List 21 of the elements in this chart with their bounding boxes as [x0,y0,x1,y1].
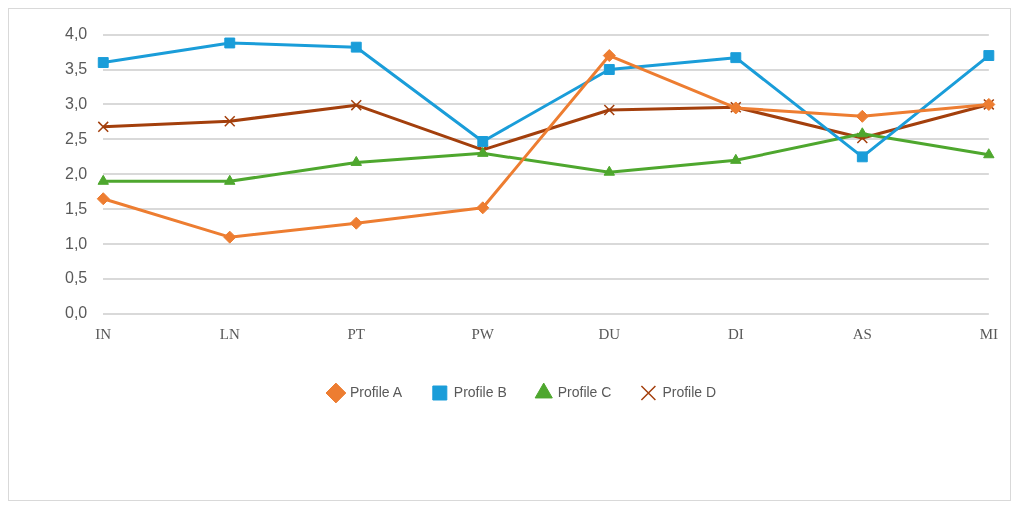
x-tick-label: MI [979,325,999,342]
y-tick-label: 3,0 [64,94,88,112]
y-tick-label: 0,5 [64,269,88,287]
x-tick-label: LN [219,325,240,342]
legend-label: Profile C [557,383,612,400]
y-tick-label: 1,0 [64,234,88,252]
y-tick-label: 2,0 [64,164,88,182]
legend-label: Profile D [662,383,717,400]
x-tick-label: DI [727,325,744,342]
legend-label: Profile B [453,383,507,400]
x-tick-label: DU [598,325,621,342]
y-tick-label: 3,5 [64,59,88,77]
x-tick-label: IN [95,325,112,342]
y-tick-label: 0,0 [64,304,88,322]
x-tick-label: AS [852,325,872,342]
x-tick-label: PW [471,325,495,342]
y-tick-label: 1,5 [64,199,88,217]
y-tick-label: 4,0 [64,25,88,43]
legend-label: Profile A [349,383,403,400]
y-tick-label: 2,5 [64,129,88,147]
x-tick-label: PT [347,325,366,342]
